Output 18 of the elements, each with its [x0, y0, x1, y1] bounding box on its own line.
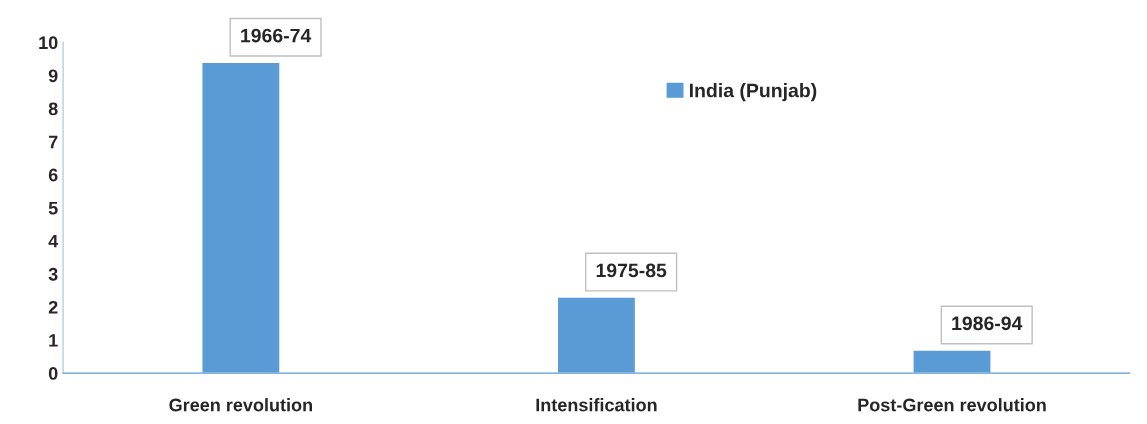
y-tick-label: 1 — [49, 334, 58, 347]
y-tick-label: 3 — [48, 267, 58, 281]
y-tick-label: 4 — [48, 234, 59, 248]
x-tick-label: Green revolution — [169, 398, 312, 412]
y-tick-label: 8 — [48, 102, 58, 116]
legend-label: India (Punjab) — [689, 83, 817, 102]
x-tick-label: Post-Green revolution — [858, 398, 1046, 412]
y-tick-label: 9 — [48, 69, 58, 83]
x-tick-label: Intensification — [536, 398, 657, 412]
y-tick-label: 7 — [48, 135, 58, 149]
y-tick-label: 0 — [48, 367, 58, 380]
annotation: 1986-94 — [952, 316, 1023, 331]
annotation: 1975-85 — [596, 263, 667, 278]
y-tick-label: 5 — [48, 201, 58, 215]
y-tick-label: 10 — [39, 36, 58, 50]
annotation: 1966-74 — [241, 28, 312, 43]
y-tick-label: 2 — [48, 300, 58, 314]
y-tick-label: 6 — [48, 168, 58, 182]
